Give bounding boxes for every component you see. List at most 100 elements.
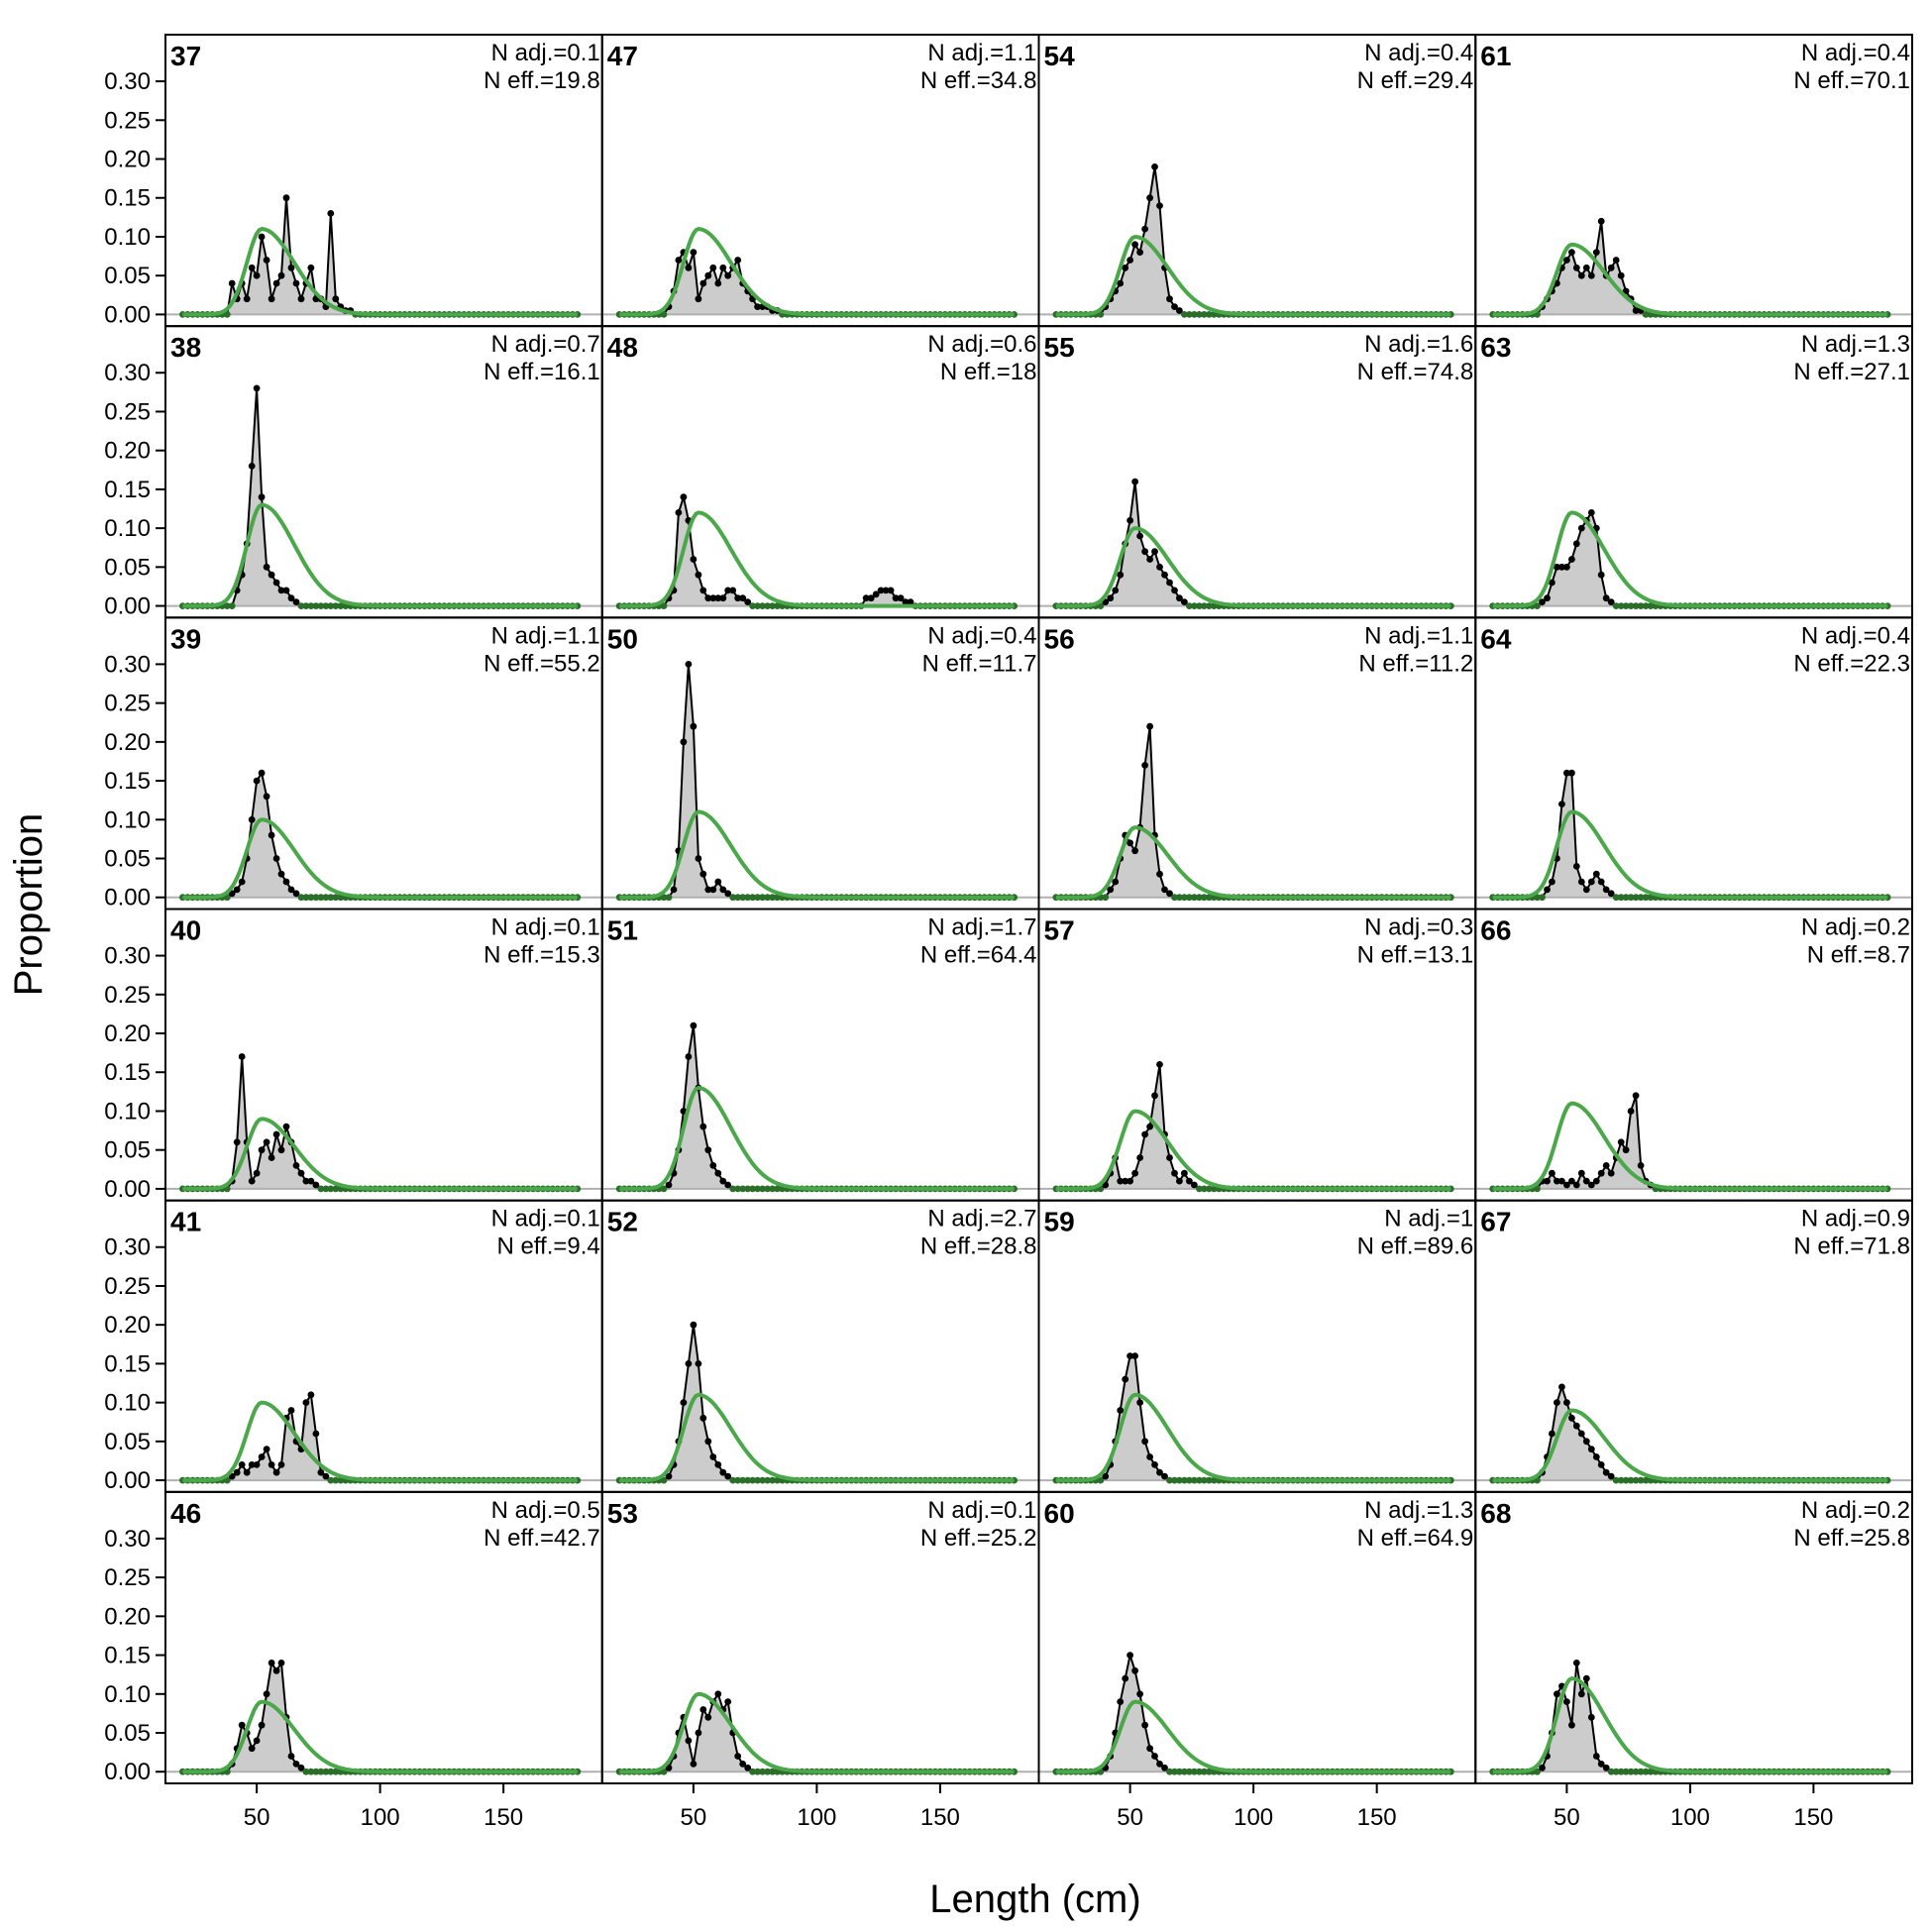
zero-point xyxy=(1200,311,1208,318)
observed-point xyxy=(1607,264,1615,271)
observed-point xyxy=(1127,1177,1133,1185)
observed-point xyxy=(238,1053,246,1060)
observed-point xyxy=(1122,264,1129,271)
zero-point xyxy=(774,894,781,902)
zero-point xyxy=(1642,1476,1650,1484)
panel-label: 54 xyxy=(1044,41,1076,71)
observed-point xyxy=(704,1438,712,1446)
observed-point xyxy=(253,1169,261,1177)
observed-point xyxy=(690,1761,698,1768)
y-tick-label: 0.30 xyxy=(104,651,151,678)
x-tick-label: 100 xyxy=(361,1804,400,1831)
observed-area xyxy=(182,1663,578,1772)
zero-point xyxy=(749,1185,756,1193)
observed-point xyxy=(1131,1169,1138,1177)
observed-point xyxy=(1632,307,1640,314)
zero-point xyxy=(1196,1768,1203,1775)
y-tick-label: 0.20 xyxy=(104,1312,151,1339)
observed-point xyxy=(272,1666,280,1674)
observed-point xyxy=(1117,571,1125,579)
observed-point xyxy=(719,1177,727,1185)
panel-54: 54 N adj.=0.4N eff.=29.4 xyxy=(1037,34,1477,328)
x-tick-label: 150 xyxy=(920,1804,960,1831)
zero-point xyxy=(660,894,668,902)
panel-46: 46 N adj.=0.5N eff.=42.7 0.00 0.05 0.10 0.15 0… xyxy=(104,1490,603,1831)
observed-point xyxy=(1146,194,1153,202)
expected-line xyxy=(1492,1676,1888,1774)
zero-point xyxy=(1166,1476,1173,1484)
observed-point xyxy=(709,1162,717,1169)
observed-point xyxy=(724,1472,732,1480)
observed-point xyxy=(1572,1660,1580,1666)
zero-point xyxy=(322,602,330,609)
observed-point xyxy=(1117,1177,1125,1185)
n-eff-label: N eff.=29.4 xyxy=(1357,67,1474,94)
observed-point xyxy=(1117,1698,1125,1705)
panel-56: 56 N adj.=1.1N eff.=11.2 xyxy=(1037,616,1477,911)
zero-point xyxy=(1627,894,1635,902)
observed-point xyxy=(1587,1713,1595,1721)
panel-label: 52 xyxy=(607,1207,638,1237)
zero-point xyxy=(729,894,737,902)
x-tick-label: 50 xyxy=(244,1804,270,1831)
observed-point xyxy=(1563,1399,1570,1406)
y-tick-label: 0.05 xyxy=(104,263,151,289)
x-tick-label: 150 xyxy=(1357,1804,1397,1831)
observed-point xyxy=(302,1399,310,1406)
panel-label: 60 xyxy=(1044,1498,1075,1529)
observed-point xyxy=(253,384,261,392)
zero-point xyxy=(322,1768,330,1775)
y-tick-label: 0.30 xyxy=(104,68,151,95)
zero-point xyxy=(1171,894,1178,902)
n-eff-label: N eff.=89.6 xyxy=(1357,1234,1474,1260)
observed-point xyxy=(1107,594,1115,602)
observed-point xyxy=(1577,271,1585,279)
observed-point xyxy=(1146,722,1153,730)
observed-point xyxy=(1563,1181,1570,1189)
observed-point xyxy=(724,587,732,594)
zero-point xyxy=(1622,1476,1630,1484)
observed-point xyxy=(1592,870,1600,878)
zero-point xyxy=(660,1476,668,1484)
n-eff-label: N eff.=15.3 xyxy=(483,942,600,969)
observed-point xyxy=(307,1177,315,1185)
expected-line xyxy=(1055,825,1451,900)
zero-point xyxy=(1196,311,1203,318)
zero-point xyxy=(312,894,320,902)
observed-point xyxy=(277,1146,285,1154)
n-adj-label: N adj.=1.1 xyxy=(491,622,600,649)
observed-area xyxy=(1492,773,1888,898)
observed-point xyxy=(1577,1169,1585,1177)
observed-point xyxy=(1558,801,1565,807)
panel-label: 50 xyxy=(607,623,638,654)
zero-point xyxy=(327,1476,335,1484)
observed-point xyxy=(872,590,880,598)
zero-point xyxy=(1205,1476,1213,1484)
zero-point xyxy=(1637,894,1645,902)
n-eff-label: N eff.=70.1 xyxy=(1793,67,1910,94)
zero-point xyxy=(759,894,766,902)
panel-label: 40 xyxy=(170,915,201,946)
observed-area xyxy=(619,1325,1015,1481)
observed-point xyxy=(272,1468,280,1476)
panel-63: 63 N adj.=1.3N eff.=27.1 xyxy=(1474,325,1913,619)
n-eff-label: N eff.=13.1 xyxy=(1357,942,1474,969)
observed-point xyxy=(1558,1177,1565,1185)
n-eff-label: N eff.=42.7 xyxy=(483,1525,600,1552)
panel-label: 59 xyxy=(1044,1207,1075,1237)
observed-point xyxy=(1587,271,1595,279)
observed-point xyxy=(1136,1399,1143,1406)
y-tick-label: 0.05 xyxy=(104,1429,151,1455)
y-tick-label: 0.05 xyxy=(104,554,151,581)
observed-point xyxy=(1577,878,1585,886)
observed-point xyxy=(268,1154,275,1161)
expected-line xyxy=(1055,234,1451,317)
y-tick-label: 0.20 xyxy=(104,729,151,756)
observed-point xyxy=(1568,1721,1575,1729)
observed-point xyxy=(1146,1745,1153,1753)
observed-point xyxy=(1572,540,1580,548)
observed-point xyxy=(268,1461,275,1468)
expected-line xyxy=(182,502,578,608)
zero-point xyxy=(322,1185,330,1193)
observed-point xyxy=(665,1472,673,1480)
